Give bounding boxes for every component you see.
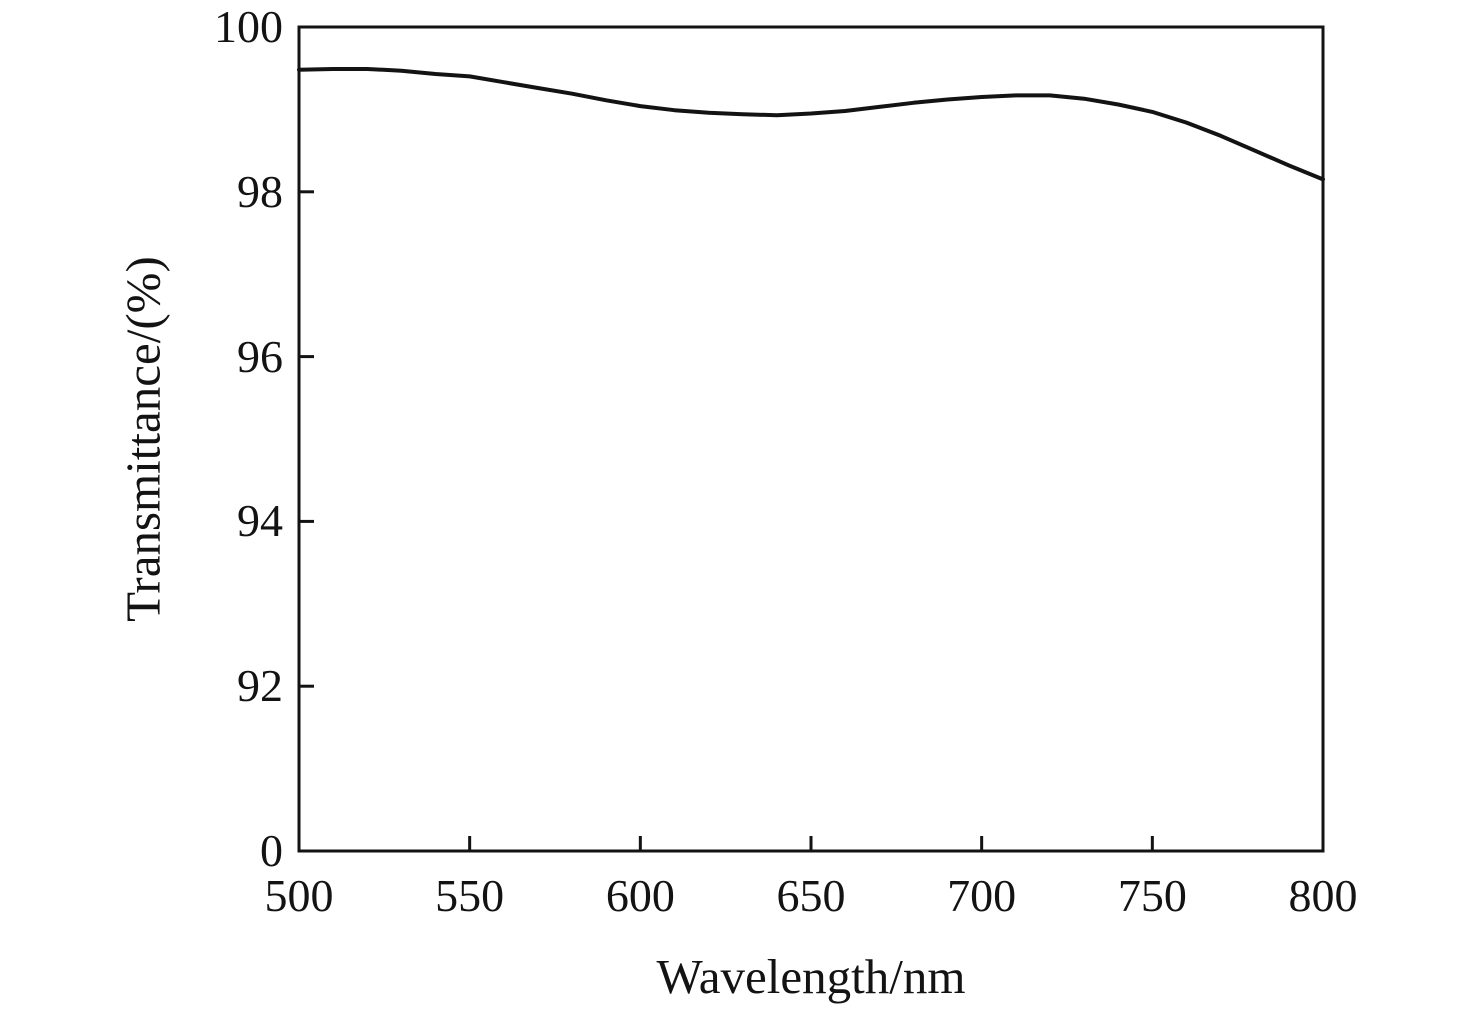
series-line: [297, 67, 1325, 182]
y-tick-label: 100: [214, 1, 283, 52]
x-tick-label: 650: [776, 870, 846, 921]
x-axis-title: Wavelength/nm: [656, 949, 966, 1004]
x-tick-label: 550: [435, 870, 505, 921]
y-axis-title: Transmittance/(%): [115, 256, 171, 622]
x-tick-label: 800: [1288, 870, 1358, 921]
y-tick-label: 0: [260, 825, 283, 876]
y-tick-label: 92: [237, 660, 283, 712]
x-tick-label: 600: [605, 870, 675, 921]
plot-frame: [297, 25, 1325, 853]
x-tick-label: 700: [947, 870, 1017, 921]
x-tick-label: 750: [1117, 870, 1187, 921]
y-tick-label: 94: [237, 495, 283, 547]
y-tick-label: 98: [237, 165, 283, 217]
y-tick-label: 96: [237, 330, 283, 382]
x-tick-label: 500: [264, 870, 334, 921]
